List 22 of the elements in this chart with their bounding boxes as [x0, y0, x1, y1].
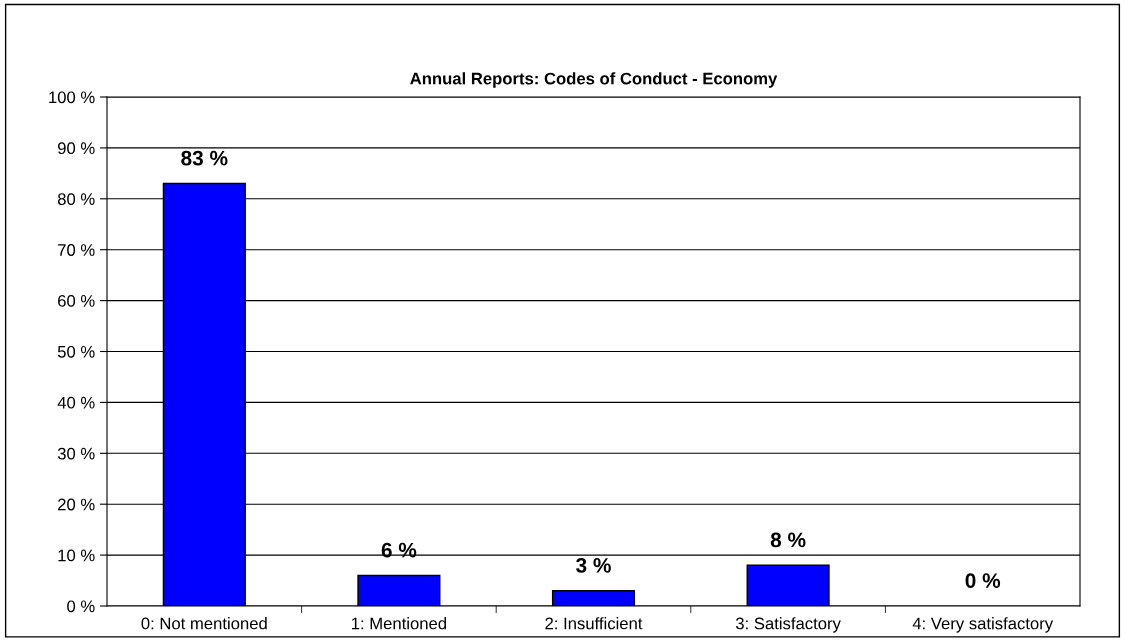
y-tick-label: 40 % — [57, 396, 95, 409]
y-tick-label: 0 % — [67, 600, 95, 613]
x-tick-label: 4: Very satisfactory — [912, 617, 1054, 633]
data-label: 3 % — [576, 557, 611, 573]
x-tick-label: 1: Mentioned — [351, 617, 447, 630]
chart-title: Annual Reports: Codes of Conduct - Economy — [410, 72, 778, 88]
data-label: 83 % — [181, 150, 228, 166]
y-tick-label: 60 % — [58, 295, 95, 307]
y-tick-label: 30 % — [57, 447, 95, 460]
x-tick-label: 2: Insufficient — [545, 617, 643, 630]
y-tick-label: 10 % — [58, 549, 95, 562]
y-tick-label: 80 % — [57, 193, 95, 205]
data-label: 6 % — [381, 542, 417, 558]
y-tick-label: 50 % — [57, 345, 95, 358]
y-tick-label: 100 % — [49, 91, 95, 104]
data-label: 0 % — [965, 573, 1001, 588]
data-label: 8 % — [770, 532, 806, 548]
y-tick-label: 20 % — [58, 498, 95, 511]
y-tick-label: 90 % — [57, 142, 95, 155]
y-tick-label: 70 % — [58, 244, 95, 256]
x-tick-label: 0: Not mentioned — [141, 617, 267, 630]
x-tick-label: 3: Satisfactory — [735, 617, 841, 633]
